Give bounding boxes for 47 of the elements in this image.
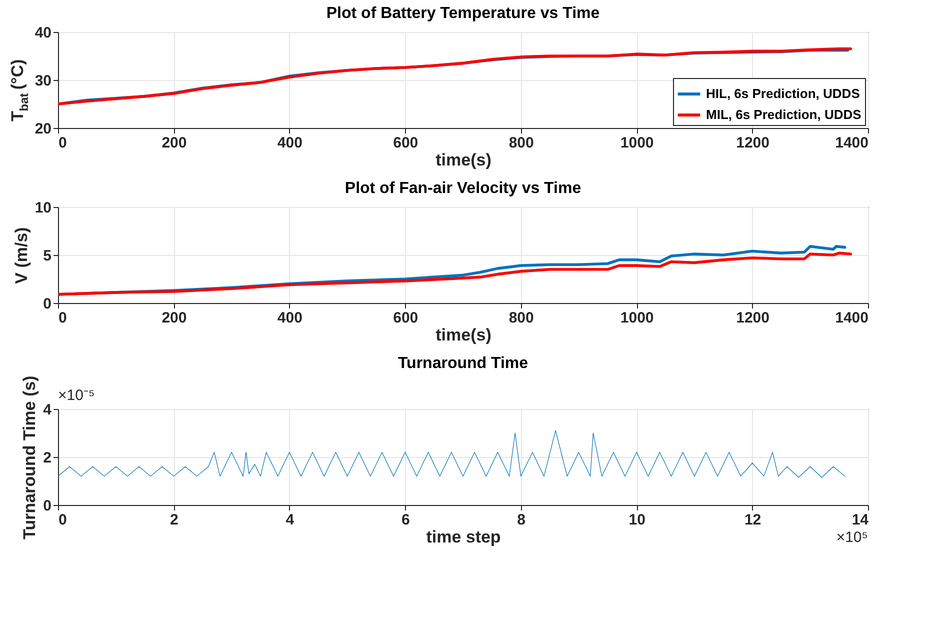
text: ×10⁵ bbox=[836, 529, 868, 546]
x-tick-label: 200 bbox=[162, 310, 187, 326]
x-tick-label: 4 bbox=[286, 512, 295, 528]
line-series bbox=[58, 430, 846, 478]
chart-title: Turnaround Time bbox=[398, 355, 528, 372]
y-tick-label: 5 bbox=[43, 248, 52, 264]
y-tick-label: 0 bbox=[43, 498, 52, 514]
chart-title: Plot of Battery Temperature vs Time bbox=[326, 5, 600, 22]
legend-label: HIL, 6s Prediction, UDDS bbox=[706, 86, 860, 101]
y-tick-label: 0 bbox=[43, 296, 52, 312]
x-tick-label: 0 bbox=[58, 310, 67, 326]
x-tick-label: 0 bbox=[58, 134, 67, 152]
y-tick-label: 30 bbox=[34, 72, 52, 90]
legend-label: MIL, 6s Prediction, UDDS bbox=[706, 107, 862, 122]
x-tick-label: 8 bbox=[517, 512, 526, 528]
x-tick-label: 12 bbox=[744, 512, 762, 528]
x-tick-label: 800 bbox=[508, 310, 534, 326]
x-tick-label: 1000 bbox=[620, 310, 654, 326]
x-tick-label: 600 bbox=[393, 134, 418, 152]
x-axis-title: time(s) bbox=[436, 150, 492, 170]
text: ×10⁻⁵ bbox=[58, 387, 95, 404]
y-axis-title: Tbat (°C) bbox=[8, 59, 31, 122]
x-axis-title: time(s) bbox=[436, 326, 492, 344]
x-tick-label: 1000 bbox=[620, 134, 654, 152]
x-tick-label: 1200 bbox=[736, 134, 770, 152]
x-tick-label: 200 bbox=[162, 134, 187, 152]
x-tick-label: 400 bbox=[277, 310, 302, 326]
x-tick-label: 800 bbox=[508, 134, 534, 152]
x-axis-title: time step bbox=[426, 528, 501, 546]
y-axis-title: Turnaround Time (s) bbox=[20, 376, 40, 540]
y-tick-label: 4 bbox=[43, 402, 52, 418]
x-tick-label: 600 bbox=[393, 310, 418, 326]
y-tick-label: 2 bbox=[43, 450, 52, 466]
x-tick-label: 10 bbox=[628, 512, 646, 528]
y-axis-title: V (m/s) bbox=[12, 227, 31, 284]
y-tick-label: 40 bbox=[34, 24, 52, 42]
y-tick-label: 10 bbox=[34, 200, 52, 216]
x-tick-label: 1200 bbox=[736, 310, 770, 326]
y-tick-label: 20 bbox=[34, 120, 52, 138]
x-tick-label: 14 bbox=[852, 512, 870, 528]
x-tick-label: 1400 bbox=[835, 134, 868, 152]
chart-title: Plot of Fan-air Velocity vs Time bbox=[344, 180, 582, 197]
x-tick-label: 6 bbox=[401, 512, 410, 528]
x-tick-label: 1400 bbox=[835, 310, 868, 326]
x-tick-label: 400 bbox=[277, 134, 302, 152]
x-tick-label: 0 bbox=[58, 512, 67, 528]
x-tick-label: 2 bbox=[170, 512, 178, 528]
